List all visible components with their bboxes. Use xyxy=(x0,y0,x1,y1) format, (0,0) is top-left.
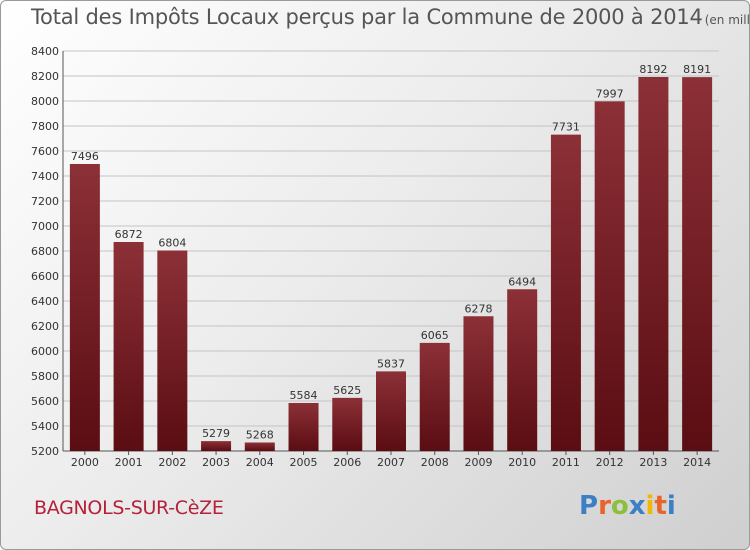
data-label: 6278 xyxy=(464,302,492,315)
y-tick-label: 7200 xyxy=(31,195,59,208)
y-tick-label: 5600 xyxy=(31,395,59,408)
bar-2004 xyxy=(244,442,275,451)
bar-2000 xyxy=(69,164,100,451)
logo-letter: i xyxy=(645,491,655,521)
data-label: 7997 xyxy=(596,87,624,100)
bars xyxy=(69,77,713,451)
logo-letter: t xyxy=(654,491,667,521)
x-tick-label: 2012 xyxy=(596,456,624,469)
x-tick-label: 2003 xyxy=(202,456,230,469)
data-label: 5268 xyxy=(246,429,274,442)
x-tick-label: 2007 xyxy=(377,456,405,469)
y-tick-label: 7600 xyxy=(31,145,59,158)
bar-2002 xyxy=(157,250,188,451)
y-tick-label: 6800 xyxy=(31,245,59,258)
x-tick-label: 2014 xyxy=(683,456,711,469)
data-label: 5279 xyxy=(202,427,230,440)
x-tick-label: 2002 xyxy=(158,456,186,469)
bar-2008 xyxy=(419,342,450,451)
x-tick-label: 2000 xyxy=(71,456,99,469)
x-tick-label: 2013 xyxy=(639,456,667,469)
y-tick-label: 7400 xyxy=(31,170,59,183)
bar-2001 xyxy=(113,242,144,451)
unit-text: (en milliers d'€) xyxy=(704,13,750,27)
y-tick-label: 8200 xyxy=(31,70,59,83)
x-tick-label: 2005 xyxy=(290,456,318,469)
bar-2003 xyxy=(201,441,232,451)
data-label: 6065 xyxy=(421,329,449,342)
bar-2012 xyxy=(594,101,625,451)
data-labels: 7496 6872 6804 5279 5268 5584 5625 5837 6065 6278… xyxy=(71,63,711,442)
y-tick-label: 6400 xyxy=(31,295,59,308)
logo-letter: i xyxy=(666,491,676,521)
y-tick-label: 7000 xyxy=(31,220,59,233)
y-tick-label: 8000 xyxy=(31,95,59,108)
bar-2010 xyxy=(507,289,538,451)
logo-letter: x xyxy=(628,491,646,521)
data-label: 6494 xyxy=(508,275,536,288)
y-tick-label: 6200 xyxy=(31,320,59,333)
data-label: 5837 xyxy=(377,357,405,370)
data-label: 7496 xyxy=(71,150,99,163)
y-tick-label: 6600 xyxy=(31,270,59,283)
x-tick-label: 2009 xyxy=(464,456,492,469)
logo-letter: r xyxy=(598,491,611,521)
data-label: 8191 xyxy=(683,63,711,76)
data-label: 5584 xyxy=(290,389,318,402)
data-label: 7731 xyxy=(552,121,580,134)
x-tick-labels: 2000 2001 2002 2003 2004 2005 2006 2007 2008 2009… xyxy=(71,456,711,469)
bar-2006 xyxy=(332,397,363,451)
y-tick-labels: 5200 5400 5600 5800 6000 6200 6400 6600 6800 7000… xyxy=(31,45,59,458)
logo-letter: P xyxy=(579,491,599,521)
x-tick-label: 2010 xyxy=(508,456,536,469)
y-tick-label: 8400 xyxy=(31,45,59,58)
x-tick-label: 2001 xyxy=(115,456,143,469)
data-label: 6804 xyxy=(158,237,186,250)
y-tick-label: 6000 xyxy=(31,345,59,358)
x-tick-label: 2006 xyxy=(333,456,361,469)
title-text: Total des Impôts Locaux perçus par la Co… xyxy=(31,5,703,29)
x-tick-label: 2011 xyxy=(552,456,580,469)
data-label: 6872 xyxy=(115,228,143,241)
y-tick-label: 5400 xyxy=(31,420,59,433)
bar-2014 xyxy=(682,77,713,451)
proxiti-logo: Proxiti xyxy=(579,491,676,521)
bar-2013 xyxy=(638,77,669,451)
bar-2011 xyxy=(550,134,581,451)
bar-2005 xyxy=(288,403,319,451)
x-tick-label: 2008 xyxy=(421,456,449,469)
data-label: 5625 xyxy=(333,384,361,397)
y-tick-label: 7800 xyxy=(31,120,59,133)
logo-letter: o xyxy=(610,491,629,521)
commune-name: BAGNOLS-SUR-CèZE xyxy=(34,497,224,519)
bar-2007 xyxy=(376,371,406,451)
bar-2009 xyxy=(463,316,494,451)
chart-title: Total des Impôts Locaux perçus par la Co… xyxy=(31,5,750,29)
y-tick-label: 5200 xyxy=(31,445,59,458)
data-label: 8192 xyxy=(639,63,667,76)
x-tick-label: 2004 xyxy=(246,456,274,469)
y-tick-label: 5800 xyxy=(31,370,59,383)
